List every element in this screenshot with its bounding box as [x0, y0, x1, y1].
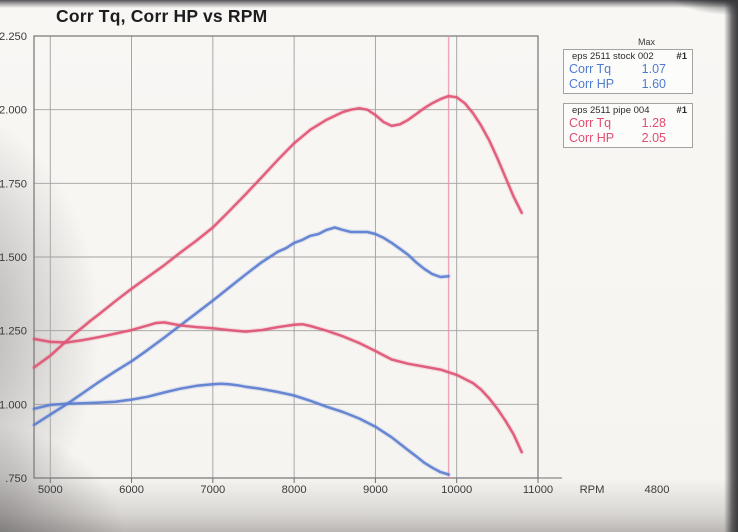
- curve-pipe-corr-tq: [32, 321, 523, 454]
- x-axis-tick-label: 10000: [441, 484, 472, 496]
- legend-box-pipe-header: eps 2511 pipe 004 #1: [564, 104, 692, 116]
- legend-label-pipe-corr-hp: Corr HP: [569, 130, 615, 145]
- curve-stock-corr-hp: [32, 226, 450, 427]
- x-axis-start-rpm-label: 4800: [645, 484, 670, 496]
- legend-label-stock-corr-tq: Corr Tq: [569, 62, 612, 76]
- legend-run-name-pipe: eps 2511 pipe 004: [572, 105, 650, 116]
- legend-value-stock-corr-tq-max: 1.07: [641, 62, 666, 76]
- legend-value-pipe-corr-hp-max: 2.05: [641, 130, 666, 145]
- legend-label-stock-corr-hp: Corr HP: [569, 76, 615, 91]
- legend-box-stock-run: eps 2511 stock 002 #1 Corr Tq 1.07 Corr …: [563, 49, 693, 94]
- x-axis-tick-label: 7000: [200, 484, 225, 496]
- legend-value-stock-corr-hp-max: 1.60: [641, 76, 666, 91]
- y-axis-tick-label: 1.000: [0, 399, 27, 411]
- chart-title: Corr Tq, Corr HP vs RPM: [56, 6, 268, 26]
- legend-row-stock-corr-tq: Corr Tq 1.07: [564, 62, 692, 77]
- legend-max-column-header: Max: [638, 37, 656, 47]
- x-axis-tick-label: 11000: [523, 484, 553, 496]
- legend-run-number-stock: #1: [676, 51, 687, 62]
- y-axis-tick-label: 1.500: [0, 252, 27, 264]
- curve-pipe-corr-hp: [32, 94, 523, 369]
- legend-value-pipe-corr-tq-max: 1.28: [641, 116, 666, 130]
- legend-run-number-pipe: #1: [676, 105, 687, 116]
- y-axis-tick-label: 1.250: [0, 326, 27, 338]
- curve-halo-stock-corr-tq: [31, 381, 452, 477]
- legend-label-pipe-corr-tq: Corr Tq: [569, 116, 612, 130]
- y-axis-tick-label: 2.250: [0, 31, 27, 43]
- y-axis-tick-label: .750: [5, 473, 27, 485]
- legend-row-pipe-corr-tq: Corr Tq 1.28: [564, 116, 692, 131]
- x-axis-tick-label: 8000: [282, 484, 307, 496]
- x-axis-tick-label: 5000: [38, 484, 63, 496]
- x-axis-tick-label: 9000: [363, 484, 388, 496]
- y-axis-tick-label: 2.000: [0, 105, 27, 117]
- x-axis-unit-label: RPM: [580, 484, 605, 496]
- plot-frame: [33, 35, 539, 479]
- y-axis-tick-label: 1.750: [0, 178, 27, 190]
- x-axis-tick-label: 6000: [119, 484, 144, 496]
- legend-row-pipe-corr-hp: Corr HP 2.05: [564, 131, 692, 146]
- curve-stock-corr-tq: [32, 382, 450, 476]
- legend-run-name-stock: eps 2511 stock 002: [572, 51, 654, 62]
- legend-row-stock-corr-hp: Corr HP 1.60: [564, 77, 692, 92]
- legend-box-pipe-run: eps 2511 pipe 004 #1 Corr Tq 1.28 Corr H…: [563, 103, 693, 148]
- legend-box-stock-header: eps 2511 stock 002 #1: [564, 50, 692, 62]
